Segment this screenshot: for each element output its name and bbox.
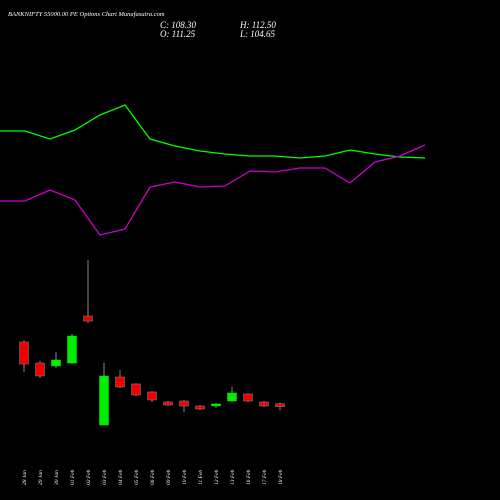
x-tick-label: 12 Feb (214, 469, 220, 485)
x-tick-label: 13 Feb (230, 469, 236, 485)
high-label: H: 112.50 (239, 20, 276, 30)
candle-body (19, 341, 29, 365)
candle-body (163, 401, 173, 406)
candle-body (35, 362, 45, 377)
x-tick-label: 05 Feb (134, 469, 140, 485)
x-tick-label: 03 Feb (102, 469, 108, 485)
candle-body (179, 400, 189, 407)
x-tick-label: 16 Feb (246, 469, 252, 485)
candle-body (67, 335, 77, 364)
candle-body (211, 403, 221, 407)
candle-body (115, 376, 125, 388)
x-tick-label: 04 Feb (117, 469, 124, 485)
x-tick-label: 11 Feb (198, 470, 204, 485)
open-label: O: 111.25 (160, 29, 196, 39)
x-tick-label: 28 Jan (22, 470, 28, 485)
close-label: C: 108.30 (160, 20, 197, 30)
candle-body (243, 393, 253, 402)
indicator-line (0, 104, 426, 159)
indicator-line (0, 144, 426, 236)
candle-body (131, 383, 141, 396)
x-tick-label: 09 Feb (166, 469, 172, 485)
candle-body (99, 375, 109, 426)
candle-body (227, 392, 237, 402)
chart-title: BANKNIFTY 55000.00 PE Options Chart Muna… (8, 11, 165, 18)
candle-body (147, 391, 157, 401)
x-tick-label: 01 Feb (70, 469, 76, 485)
x-tick-label: 06 Feb (150, 469, 156, 485)
low-label: L: 104.65 (239, 29, 276, 39)
candle-body (51, 359, 61, 367)
candle-body (259, 401, 269, 407)
candle-body (275, 403, 285, 407)
x-tick-label: 10 Feb (182, 469, 188, 485)
x-tick-label: 17 Feb (262, 469, 268, 485)
x-tick-label: 30 Jan (54, 470, 60, 486)
x-tick-label: 02 Feb (86, 469, 92, 485)
candle-body (195, 405, 205, 410)
x-tick-label: 29 Jan (38, 470, 44, 485)
x-tick-label: 18 Feb (278, 469, 284, 485)
candle-body (83, 315, 93, 322)
